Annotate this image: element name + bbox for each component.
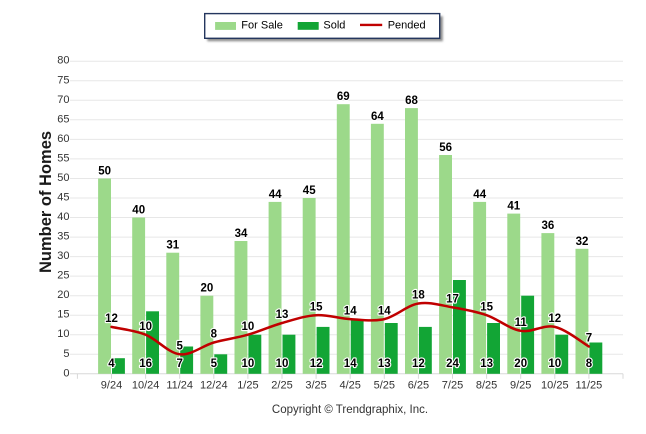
- svg-text:40: 40: [57, 211, 69, 223]
- svg-text:35: 35: [57, 231, 69, 243]
- svg-text:3/25: 3/25: [305, 380, 326, 392]
- svg-text:12: 12: [310, 358, 323, 370]
- svg-text:45: 45: [57, 192, 69, 204]
- svg-text:4: 4: [108, 358, 115, 370]
- svg-text:7: 7: [176, 358, 182, 370]
- svg-text:44: 44: [473, 189, 486, 201]
- svg-text:14: 14: [344, 305, 357, 317]
- svg-text:10: 10: [57, 328, 69, 340]
- svg-text:15: 15: [310, 301, 323, 313]
- svg-text:20: 20: [201, 283, 214, 295]
- svg-text:50: 50: [57, 172, 69, 184]
- svg-text:8: 8: [211, 329, 218, 341]
- svg-text:13: 13: [480, 358, 493, 370]
- svg-text:5: 5: [176, 341, 183, 353]
- svg-text:0: 0: [63, 367, 69, 379]
- svg-text:13: 13: [378, 358, 391, 370]
- svg-text:5: 5: [63, 348, 69, 360]
- svg-text:15: 15: [57, 309, 69, 321]
- svg-text:75: 75: [57, 74, 69, 86]
- svg-text:64: 64: [371, 111, 384, 123]
- svg-text:9/24: 9/24: [101, 380, 122, 392]
- svg-text:4/25: 4/25: [339, 380, 360, 392]
- svg-text:12: 12: [105, 313, 118, 325]
- svg-text:60: 60: [57, 133, 69, 145]
- svg-text:12: 12: [548, 313, 561, 325]
- svg-text:15: 15: [480, 301, 493, 313]
- svg-text:13: 13: [276, 309, 289, 321]
- svg-text:7: 7: [586, 333, 592, 345]
- svg-text:11/25: 11/25: [576, 380, 603, 392]
- svg-text:10: 10: [276, 358, 289, 370]
- svg-text:11/24: 11/24: [166, 380, 193, 392]
- svg-text:20: 20: [57, 289, 69, 301]
- svg-text:69: 69: [337, 91, 350, 103]
- svg-text:16: 16: [139, 358, 152, 370]
- svg-text:56: 56: [439, 142, 452, 154]
- svg-text:Copyright © Trendgraphix, Inc.: Copyright © Trendgraphix, Inc.: [272, 404, 428, 416]
- svg-text:24: 24: [446, 358, 459, 370]
- svg-text:14: 14: [378, 305, 391, 317]
- svg-text:31: 31: [166, 240, 179, 252]
- svg-text:8/25: 8/25: [476, 380, 497, 392]
- svg-text:2/25: 2/25: [271, 380, 292, 392]
- svg-text:10: 10: [548, 358, 561, 370]
- svg-text:11: 11: [515, 317, 528, 329]
- svg-text:10: 10: [139, 321, 152, 333]
- svg-text:10: 10: [242, 321, 255, 333]
- svg-text:10: 10: [242, 358, 255, 370]
- svg-text:55: 55: [57, 152, 69, 164]
- svg-text:20: 20: [514, 358, 527, 370]
- svg-text:5: 5: [211, 358, 218, 370]
- svg-text:Sold: Sold: [323, 20, 345, 32]
- svg-text:30: 30: [57, 250, 69, 262]
- svg-text:34: 34: [235, 228, 248, 240]
- svg-text:14: 14: [344, 358, 357, 370]
- svg-text:45: 45: [303, 185, 316, 197]
- svg-text:7/25: 7/25: [442, 380, 463, 392]
- svg-text:18: 18: [412, 290, 425, 302]
- svg-text:9/25: 9/25: [510, 380, 531, 392]
- svg-text:12: 12: [412, 358, 425, 370]
- svg-text:12/24: 12/24: [200, 380, 228, 392]
- svg-text:50: 50: [98, 166, 111, 178]
- svg-text:1/25: 1/25: [237, 380, 258, 392]
- svg-text:80: 80: [57, 55, 69, 67]
- svg-text:41: 41: [507, 201, 520, 213]
- svg-text:68: 68: [405, 95, 418, 107]
- svg-text:5/25: 5/25: [374, 380, 395, 392]
- svg-text:17: 17: [446, 294, 459, 306]
- svg-text:36: 36: [542, 220, 555, 232]
- svg-text:32: 32: [576, 236, 589, 248]
- svg-text:Pended: Pended: [388, 20, 426, 32]
- svg-text:40: 40: [132, 205, 145, 217]
- svg-text:Number of Homes: Number of Homes: [37, 131, 55, 273]
- svg-text:70: 70: [57, 94, 69, 106]
- svg-text:44: 44: [269, 189, 282, 201]
- svg-text:65: 65: [57, 113, 69, 125]
- svg-text:10/24: 10/24: [132, 380, 160, 392]
- svg-text:6/25: 6/25: [408, 380, 429, 392]
- svg-text:25: 25: [57, 270, 69, 282]
- svg-text:10/25: 10/25: [541, 380, 569, 392]
- svg-text:8: 8: [586, 358, 593, 370]
- svg-text:For Sale: For Sale: [241, 20, 283, 32]
